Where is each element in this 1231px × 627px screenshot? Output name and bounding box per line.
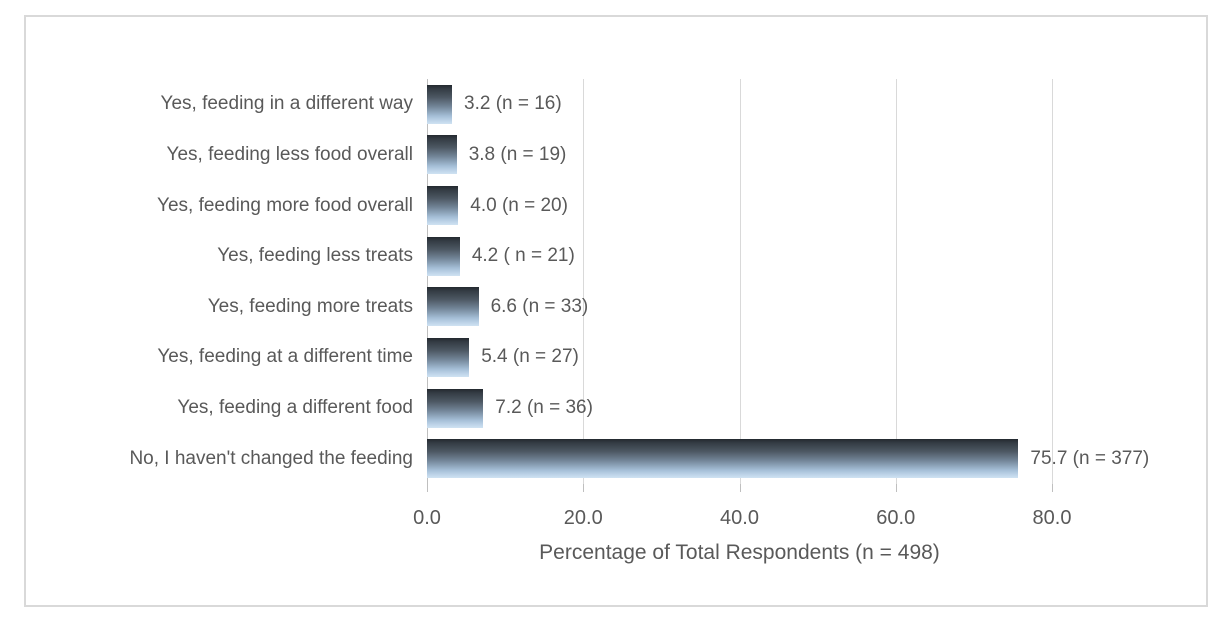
x-tick-mark-60.0 [895, 484, 897, 492]
x-tick-label-20.0: 20.0 [563, 507, 603, 529]
table-row: Yes, feeding more food overall 4.0 (n = 2… [26, 180, 1210, 231]
chart-border-frame: 0.0 20.0 40.0 60.0 80.0 Yes, feeding in a di… [24, 15, 1208, 607]
bar [427, 287, 479, 327]
table-row: Yes, feeding a different food 7.2 (n = 36… [26, 383, 1210, 434]
plot-area [427, 79, 1053, 484]
bar [427, 439, 1019, 479]
x-tick-label-0.0: 0.0 [413, 507, 441, 529]
category-label: Yes, feeding more food overall [157, 194, 413, 216]
value-label: 4.2 ( n = 21) [471, 245, 575, 267]
table-row: Yes, feeding more treats 6.6 (n = 33) [26, 282, 1210, 333]
table-row: Yes, feeding in a different way 3.2 (n = … [26, 79, 1210, 130]
value-label: 6.6 (n = 33) [490, 295, 589, 317]
category-label: Yes, feeding less treats [217, 245, 413, 267]
gridline-40.0 [739, 79, 741, 484]
category-label: Yes, feeding in a different way [160, 93, 413, 115]
x-tick-label-40.0: 40.0 [720, 507, 759, 529]
x-tick-label-60.0: 60.0 [876, 507, 916, 529]
bar [427, 388, 484, 428]
bar [427, 236, 460, 276]
table-row: Yes, feeding at a different time 5.4 (n =… [26, 332, 1210, 383]
x-tick-mark-80.0 [1052, 484, 1053, 492]
bar [427, 186, 459, 226]
category-label: Yes, feeding at a different time [157, 346, 413, 368]
category-label: Yes, feeding more treats [207, 295, 413, 317]
table-row: Yes, feeding less food overall 3.8 (n = 1… [26, 130, 1210, 181]
value-label: 3.2 (n = 16) [464, 93, 562, 115]
value-label: 4.0 (n = 20) [470, 194, 568, 216]
category-axis-line [427, 79, 428, 492]
category-label: No, I haven't changed the feeding [129, 447, 413, 469]
value-label: 5.4 (n = 27) [481, 346, 579, 368]
x-tick-mark-20.0 [583, 484, 585, 492]
x-axis-title: Percentage of Total Respondents (n = 498… [539, 541, 940, 564]
value-label: 75.7 (n = 377) [1030, 447, 1150, 469]
bar-rows: Yes, feeding in a different way 3.2 (n = … [26, 79, 1210, 484]
table-row: No, I haven't changed the feeding 75.7 (n… [26, 433, 1210, 484]
value-label: 3.8 (n = 19) [468, 143, 567, 165]
x-tick-mark-40.0 [739, 484, 741, 492]
table-row: Yes, feeding less treats 4.2 ( n = 21) [26, 231, 1210, 282]
value-label: 7.2 (n = 36) [495, 397, 593, 419]
bar [427, 84, 452, 124]
x-tick-mark-0.0 [427, 484, 428, 492]
bar [427, 337, 470, 377]
bar [427, 135, 457, 175]
x-tick-label-80.0: 80.0 [1032, 507, 1072, 529]
gridline-60.0 [895, 79, 897, 484]
category-label: Yes, feeding less food overall [166, 143, 413, 165]
category-label: Yes, feeding a different food [177, 397, 413, 419]
gridline-80.0 [1052, 79, 1053, 484]
gridline-20.0 [583, 79, 585, 484]
